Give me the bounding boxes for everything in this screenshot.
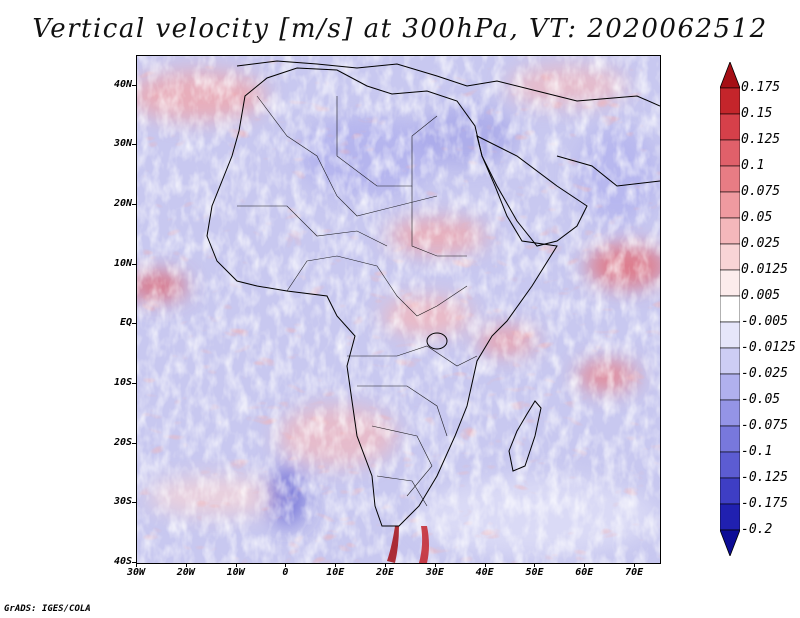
y-tick-mark: [132, 204, 136, 206]
colorbar-label: -0.2: [741, 522, 773, 537]
x-tick-mark: [434, 563, 436, 567]
colorbar-bin: [720, 191, 740, 219]
colorbar-label: 0.0125: [741, 262, 788, 277]
x-tick-label: 10E: [326, 567, 345, 578]
x-tick-label: 20E: [376, 567, 395, 578]
colorbar-bin: [720, 373, 740, 401]
x-tick-mark: [335, 563, 337, 567]
x-tick-mark: [136, 563, 137, 567]
y-tick-label: 20S: [113, 436, 132, 448]
colorbar-bin: [720, 425, 740, 453]
map-panel: [136, 55, 661, 564]
colorbar-bin: [720, 87, 740, 115]
colorbar-label: -0.1: [741, 444, 773, 459]
map-title: Vertical velocity [m/s] at 300hPa, VT: 2…: [32, 14, 768, 44]
x-tick-label: 10W: [226, 567, 245, 578]
y-tick-mark: [132, 442, 136, 444]
colorbar-label: -0.175: [741, 496, 788, 511]
y-tick-mark: [132, 144, 136, 146]
colorbar-label: 0.005: [741, 288, 781, 303]
y-tick-label: 10S: [113, 377, 132, 389]
madagascar-coastline: [508, 400, 542, 472]
colorbar-label: -0.005: [741, 314, 788, 329]
colorbar-label: -0.05: [741, 392, 781, 407]
colorbar-bin: [720, 399, 740, 427]
colorbar: [720, 62, 740, 556]
colorbar-label: -0.025: [741, 366, 788, 381]
y-tick-label: 20N: [113, 198, 132, 210]
colorbar-bin: [720, 139, 740, 167]
x-tick-mark: [484, 563, 486, 567]
colorbar-bin: [720, 165, 740, 193]
colorbar-label: 0.075: [741, 184, 781, 199]
y-tick-mark: [132, 84, 136, 86]
colorbar-bin: [720, 295, 740, 323]
colorbar-label: 0.15: [741, 106, 773, 121]
country-borders: [237, 95, 478, 507]
x-tick-mark: [584, 563, 586, 567]
colorbar-label: 0.125: [741, 132, 781, 147]
lake-victoria: [426, 332, 448, 350]
x-tick-label: 70E: [625, 567, 644, 578]
y-tick-label: 10N: [113, 257, 132, 269]
y-tick-label: 30N: [113, 138, 132, 150]
colorbar-label: 0.175: [741, 80, 781, 95]
y-tick-label: 30S: [113, 496, 132, 508]
colorbar-bin: [720, 269, 740, 297]
x-tick-label: 30E: [425, 567, 444, 578]
colorbar-bottom-arrow: [720, 529, 740, 556]
colorbar-bin: [720, 503, 740, 531]
colorbar-label: -0.0125: [741, 340, 796, 355]
colorbar-bin: [720, 477, 740, 505]
y-tick-label: 40S: [113, 556, 132, 567]
y-tick-mark: [132, 323, 136, 325]
colorbar-bin: [720, 243, 740, 271]
x-tick-label: 60E: [575, 567, 594, 578]
colorbar-bin: [720, 321, 740, 349]
colorbar-label: 0.1: [741, 158, 765, 173]
coastlines: [206, 60, 660, 527]
y-tick-label: EQ: [119, 317, 132, 329]
x-tick-label: 0: [282, 567, 289, 578]
x-tick-mark: [634, 563, 636, 567]
arabia-coastline: [476, 135, 588, 247]
colorbar-bin: [720, 113, 740, 141]
vertical-velocity-field: [137, 56, 660, 563]
x-tick-label: 30W: [126, 567, 146, 578]
field-white-texture: [137, 56, 660, 563]
x-tick-mark: [534, 563, 536, 567]
x-tick-mark: [285, 563, 287, 567]
colorbar-bin: [720, 347, 740, 375]
grads-credit: GrADS: IGES/COLA: [4, 604, 91, 614]
colorbar-top-arrow: [720, 62, 740, 89]
colorbar-bin: [720, 217, 740, 245]
colorbar-label: -0.075: [741, 418, 788, 433]
colorbar-label: 0.025: [741, 236, 781, 251]
colorbar-label: 0.05: [741, 210, 773, 225]
field-strong-ascent-2: [419, 526, 429, 563]
y-tick-mark: [132, 383, 136, 385]
y-tick-label: 40N: [113, 78, 132, 90]
x-tick-label: 40E: [475, 567, 494, 578]
iran-coastline: [556, 155, 660, 187]
colorbar-bin: [720, 451, 740, 479]
x-tick-label: 50E: [525, 567, 544, 578]
europe-coastline: [236, 60, 660, 107]
x-tick-mark: [385, 563, 387, 567]
y-tick-mark: [132, 562, 136, 563]
x-tick-mark: [235, 563, 237, 567]
x-tick-label: 20W: [176, 567, 195, 578]
y-tick-mark: [132, 502, 136, 504]
africa-coastline: [206, 67, 558, 527]
y-tick-mark: [132, 263, 136, 265]
colorbar-label: -0.125: [741, 470, 788, 485]
field-strong-ascent: [387, 526, 399, 563]
x-tick-mark: [185, 563, 187, 567]
